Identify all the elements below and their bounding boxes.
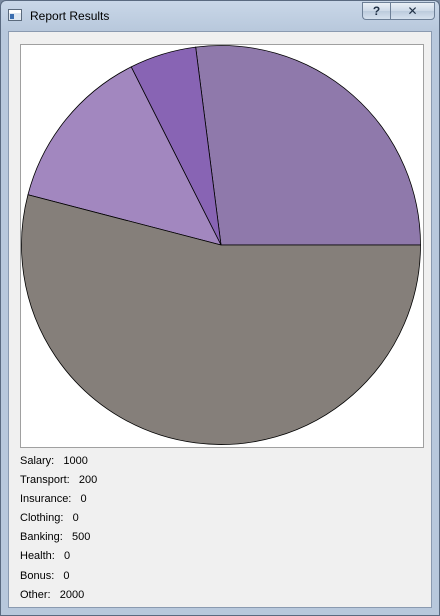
salary-label: Salary: [20,455,55,467]
close-button[interactable]: ✕ [390,2,435,20]
app-window-icon [8,9,22,21]
pie-slice-other [21,194,421,445]
insurance-label: Insurance: [20,493,72,506]
other-label: Other: [20,588,51,601]
health-value: 0 [64,550,71,563]
list-item-salary: Salary: 1000 [20,454,97,473]
help-button[interactable]: ? [362,2,390,20]
report-values-list: Salary: 1000 Transport: 200 Insurance: 0… [20,454,97,607]
dialog-content: Salary: 1000 Transport: 200 Insurance: 0… [8,31,432,608]
close-icon: ✕ [407,4,418,18]
clothing-value: 0 [72,512,79,525]
bonus-value: 0 [63,569,70,582]
pie-slice-salary [195,45,421,246]
insurance-value: 0 [80,493,87,506]
salary-value: 1000 [63,455,88,467]
title-bar[interactable]: Report Results ? ✕ [1,1,439,31]
list-item-bonus: Bonus: 0 [20,569,97,588]
title-bar-buttons: ? ✕ [362,2,435,20]
list-item-clothing: Clothing: 0 [20,511,97,530]
list-item-health: Health: 0 [20,549,97,568]
pie-slice-banking [27,66,222,246]
banking-value: 500 [71,531,91,544]
health-label: Health: [20,550,55,563]
list-item-insurance: Insurance: 0 [20,492,97,511]
list-item-transport: Transport: 200 [20,473,97,492]
transport-value: 200 [78,474,98,487]
banking-label: Banking: [20,531,63,544]
list-item-other: Other: 2000 [20,588,97,607]
bonus-label: Bonus: [20,569,55,582]
transport-label: Transport: [20,474,70,487]
window-title: Report Results [30,9,110,23]
list-item-banking: Banking: 500 [20,530,97,549]
pie-chart-frame [20,44,424,448]
other-value: 2000 [59,588,85,601]
clothing-label: Clothing: [20,512,64,525]
pie-chart [21,45,421,445]
help-icon: ? [372,4,381,18]
